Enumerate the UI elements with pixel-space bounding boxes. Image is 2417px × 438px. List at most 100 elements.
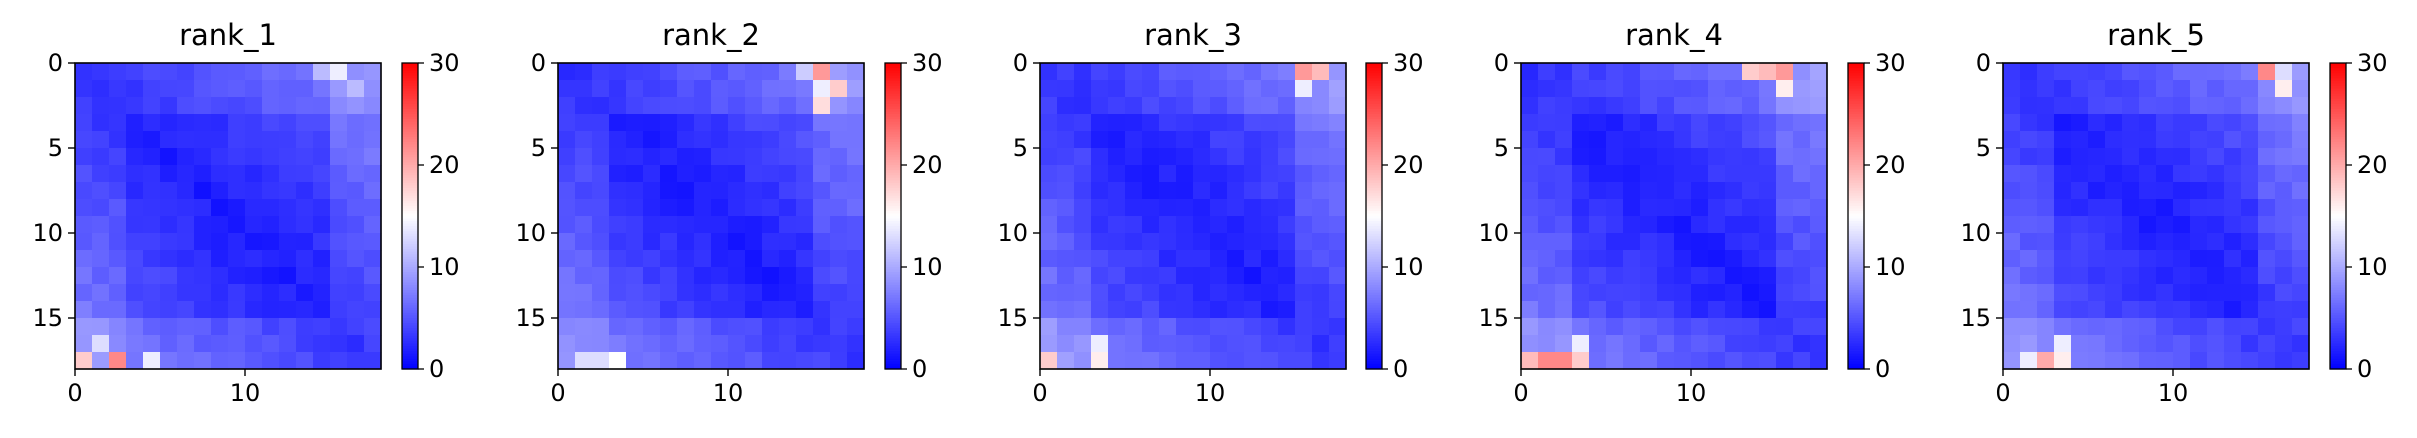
heatmap-cell (1555, 63, 1573, 81)
colorbar-step (885, 177, 901, 181)
heatmap-cell (1793, 335, 1811, 353)
heatmap-cell (1329, 199, 1347, 217)
heatmap-cell (1142, 250, 1160, 268)
colorbar-step (2330, 187, 2346, 192)
heatmap-cell (1244, 165, 1262, 183)
colorbar-step (885, 330, 901, 334)
heatmap-cell (1640, 318, 1658, 336)
colorbar-step (885, 366, 901, 370)
colorbar-step (885, 106, 901, 110)
heatmap-cell (2292, 284, 2310, 302)
colorbar-step (1848, 231, 1864, 235)
heatmap-cell (92, 114, 110, 132)
heatmap-cell (1057, 216, 1075, 234)
heatmap-cell (1776, 182, 1794, 200)
heatmap-cell (2037, 114, 2055, 132)
heatmap-cell (1261, 233, 1279, 251)
heatmap-cell (313, 318, 331, 336)
heatmap-cell (694, 250, 712, 268)
colorbar-step (885, 85, 901, 90)
colorbar-tick-label: 20 (429, 151, 460, 179)
heatmap-cell (1521, 182, 1539, 200)
heatmap-cell (1742, 267, 1760, 285)
heatmap-cell (194, 148, 212, 166)
heatmap-cell (2224, 216, 2242, 234)
heatmap-cell (592, 335, 610, 353)
heatmap-cell (2122, 182, 2140, 200)
heatmap-cell (779, 114, 797, 132)
heatmap-cell (211, 335, 229, 353)
heatmap-cell (609, 148, 627, 166)
colorbar-step (2330, 305, 2346, 309)
heatmap-cell (660, 114, 678, 132)
colorbar-step (1848, 114, 1864, 118)
heatmap-cell (2224, 301, 2242, 319)
heatmap-cell (2139, 301, 2157, 319)
colorbar-step (1848, 236, 1864, 240)
heatmap-cell (1142, 318, 1160, 336)
colorbar-step (1848, 149, 1864, 153)
colorbar-step (402, 356, 418, 360)
heatmap-cell (1057, 335, 1075, 353)
heatmap-cell (2122, 318, 2140, 336)
heatmap-cell (796, 284, 814, 302)
colorbar-step (885, 83, 901, 87)
heatmap-cell (2224, 267, 2242, 285)
heatmap-cell (1312, 250, 1330, 268)
colorbar-step (1366, 114, 1382, 118)
heatmap-cell (1589, 114, 1607, 132)
heatmap-cell (75, 352, 93, 370)
heatmap-cell (592, 352, 610, 370)
colorbar-step (402, 175, 418, 179)
colorbar-step (885, 218, 901, 222)
colorbar-step (1366, 165, 1382, 169)
colorbar-step (2330, 195, 2346, 199)
colorbar-step (1366, 106, 1382, 110)
heatmap-cell (1227, 233, 1245, 251)
colorbar-step (402, 111, 418, 115)
heatmap-cell (228, 284, 246, 302)
colorbar-step (1366, 101, 1382, 105)
colorbar-tick-label: 0 (912, 355, 927, 383)
heatmap-cell (694, 233, 712, 251)
heatmap-cell (1261, 165, 1279, 183)
colorbar-step (885, 93, 901, 97)
heatmap-cell (847, 80, 865, 98)
heatmap-cell (830, 301, 848, 319)
heatmap-cell (2241, 131, 2259, 149)
heatmap-cell (813, 199, 831, 217)
heatmap-cell (1193, 318, 1211, 336)
colorbar-step (1366, 310, 1382, 314)
heatmap-cell (2105, 216, 2123, 234)
heatmap-cell (1555, 131, 1573, 149)
colorbar-step (885, 297, 901, 301)
heatmap-cell (1329, 233, 1347, 251)
heatmap-cell (643, 318, 661, 336)
heatmap-cell (609, 97, 627, 115)
heatmap-cell (211, 233, 229, 251)
colorbar-step (1848, 177, 1864, 181)
heatmap-cell (745, 284, 763, 302)
heatmap-cell (109, 131, 127, 149)
heatmap-cell (2071, 165, 2089, 183)
colorbar-step (885, 356, 901, 360)
colorbar-step (1848, 96, 1864, 100)
heatmap-cell (1572, 97, 1590, 115)
heatmap-cell (796, 267, 814, 285)
colorbar-step (402, 328, 418, 332)
colorbar-step (2330, 312, 2346, 317)
heatmap-cell (2275, 114, 2293, 132)
heatmap-cell (177, 148, 195, 166)
heatmap-cell (1623, 63, 1641, 81)
heatmap-cell (2275, 284, 2293, 302)
heatmap-cell (1725, 131, 1743, 149)
heatmap-cell (1810, 63, 1828, 81)
heatmap-cell (1159, 250, 1177, 268)
heatmap-cell (2224, 63, 2242, 81)
heatmap-cell (694, 318, 712, 336)
heatmap-cell (143, 97, 161, 115)
heatmap-cell (2241, 284, 2259, 302)
colorbar-step (2330, 157, 2346, 161)
heatmap-cell (2173, 335, 2191, 353)
colorbar-step (402, 348, 418, 352)
